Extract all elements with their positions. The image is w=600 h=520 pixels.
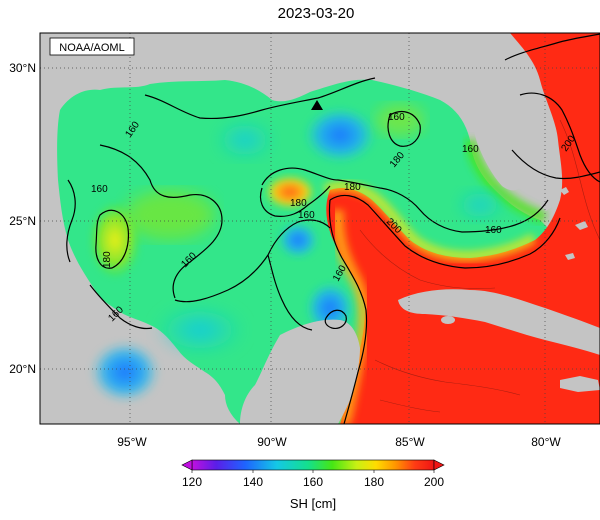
contour-warm-eddy (259, 185, 331, 217)
credit-label: NOAA/AOML (59, 42, 124, 54)
cayman-jamaica-land (560, 376, 600, 392)
colorbar-tick-label: 140 (243, 475, 263, 489)
lon-label: 85°W (395, 435, 425, 449)
colorbar: 120 140 160 180 200 SH [cm] (181, 459, 445, 511)
thin-contour-1 (359, 229, 496, 290)
lat-label: 30°N (9, 61, 36, 75)
contour-north (144, 77, 376, 120)
colorbar-left-arrow (181, 459, 193, 471)
cold-eddy-north (304, 107, 376, 163)
contour-label: 160 (388, 112, 405, 123)
isle-of-youth (441, 316, 455, 324)
contour-south-central (267, 254, 313, 331)
contour-north-east (387, 111, 421, 147)
contour-label-group: 160 160 180 160 160 180 180 160 160 180 … (91, 112, 578, 324)
contour-west-160 (99, 144, 223, 299)
cold-eddy-central (278, 222, 318, 258)
contour-label: 160 (298, 210, 315, 221)
colorbar-tick-label: 160 (303, 475, 323, 489)
yucatan-peninsula (240, 319, 360, 424)
contour-200-gulf (329, 194, 561, 269)
warm-thin-contours (359, 119, 600, 413)
contour-cold-eddy (324, 309, 347, 329)
contour-label: 180 (102, 251, 113, 268)
contour-lines (66, 33, 600, 424)
contour-warm-edge (261, 167, 549, 233)
colorbar-tick-labels: 120 140 160 180 200 (182, 475, 444, 489)
map-frame (39, 32, 600, 425)
lon-label: 95°W (117, 435, 147, 449)
contour-atlantic-200 (519, 92, 600, 183)
loop-current-front (322, 181, 537, 262)
credit-box (49, 37, 135, 56)
colorbar-tick-label: 180 (364, 475, 384, 489)
contour-label: 160 (485, 225, 502, 236)
contour-label: 180 (344, 182, 361, 193)
station-marker-triangle (311, 100, 323, 110)
cyan-patch-north (215, 120, 275, 160)
cuba-landmass (398, 289, 600, 355)
contour-west-180 (95, 209, 130, 269)
cyan-patch-south (155, 305, 245, 355)
thin-contour-4 (559, 119, 600, 241)
colorbar-ticks (191, 470, 435, 473)
graticule (40, 33, 600, 424)
contour-label: 180 (290, 198, 307, 209)
contour-southwest (89, 284, 153, 330)
contour-label: 160 (91, 184, 108, 195)
florida-peninsula (468, 33, 524, 191)
contour-florida-east (511, 149, 600, 180)
thin-contour-3 (379, 399, 441, 413)
latitude-labels: 30°N 25°N 20°N (9, 61, 36, 376)
colorbar-right-arrow (433, 459, 445, 471)
colorbar-tick-label: 120 (182, 475, 202, 489)
warm-eddy-central (266, 176, 314, 208)
map-area: 160 160 180 160 160 180 180 160 160 180 … (40, 33, 600, 424)
lon-label: 80°W (531, 435, 561, 449)
contour-loop-west (328, 199, 368, 424)
contour-label: 160 (462, 144, 479, 155)
warm-eddy-green-west (125, 190, 215, 240)
colorbar-gradient (191, 459, 435, 471)
lat-label: 25°N (9, 214, 36, 228)
colorbar-label: SH [cm] (290, 496, 336, 511)
thin-contour-2 (374, 359, 521, 396)
lon-label: 90°W (257, 435, 287, 449)
cold-eddy-southwest (91, 342, 159, 402)
colorbar-tick-label: 200 (424, 475, 444, 489)
map-title: 2023-03-20 (278, 5, 355, 22)
contour-far-west (66, 179, 76, 263)
contour-atlantic-north (504, 33, 600, 61)
florida-straits-band (464, 138, 548, 224)
longitude-labels: 95°W 90°W 85°W 80°W (117, 435, 561, 449)
cyan-patch-florida (455, 189, 505, 221)
lat-label: 20°N (9, 362, 36, 376)
